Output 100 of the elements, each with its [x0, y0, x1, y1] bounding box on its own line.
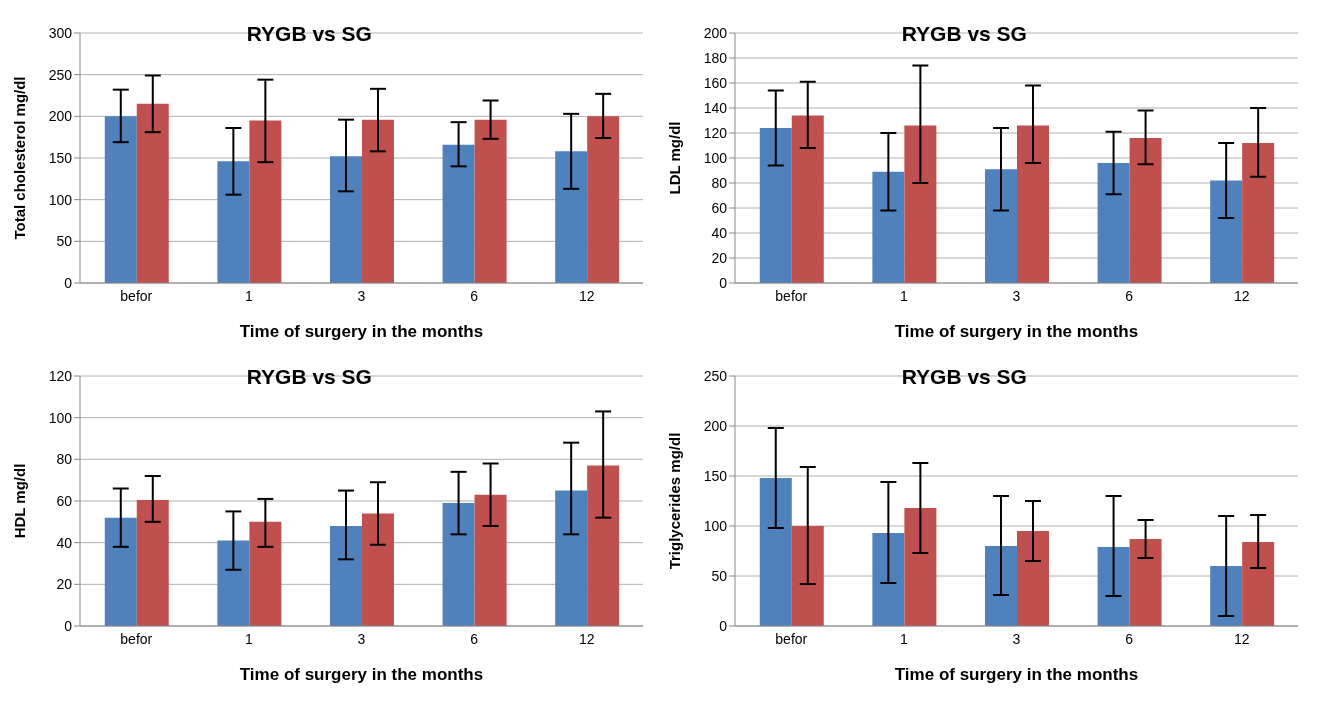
y-tick-label: 140: [703, 99, 728, 116]
bar: [984, 169, 1017, 283]
bar: [759, 478, 792, 626]
y-tick-label: 60: [711, 199, 728, 216]
y-tick-label: 100: [48, 191, 73, 208]
x-axis-title: Time of surgery in the months: [894, 665, 1139, 684]
bar: [1210, 180, 1243, 283]
bar: [1210, 566, 1243, 626]
bar: [555, 490, 588, 626]
y-tick-label: 120: [703, 124, 728, 141]
y-axis-title: Total cholesterol mg/dl: [11, 76, 29, 240]
x-tick-label: 3: [357, 287, 366, 304]
bar: [1016, 531, 1049, 626]
bar: [442, 503, 475, 626]
y-tick-label: 20: [56, 576, 73, 593]
bar: [555, 151, 588, 283]
y-tick-label: 40: [711, 224, 728, 241]
bar: [474, 494, 507, 626]
y-tick-label: 100: [703, 149, 728, 166]
bar: [1242, 542, 1275, 626]
bar: [249, 521, 282, 626]
y-tick-label: 160: [703, 74, 728, 91]
y-tick-label: 200: [703, 417, 728, 434]
bar: [361, 513, 394, 626]
x-tick-label: 12: [578, 630, 595, 647]
y-axis-title: LDL mg/dl: [666, 121, 684, 195]
bar: [587, 116, 620, 283]
x-axis-title: Time of surgery in the months: [239, 322, 484, 341]
x-tick-label: 6: [1125, 287, 1134, 304]
bar: [474, 119, 507, 283]
x-tick-label: 6: [470, 630, 479, 647]
y-tick-label: 80: [56, 451, 73, 468]
y-tick-label: 300: [48, 24, 73, 41]
y-tick-label: 100: [48, 409, 73, 426]
y-axis-title: Triglycerides mg/dl: [666, 432, 684, 570]
x-tick-label: befor: [120, 287, 153, 304]
y-tick-label: 60: [56, 492, 73, 509]
x-tick-label: 6: [1125, 630, 1134, 647]
bar: [1242, 143, 1275, 283]
chart-title: RYGB vs SG: [901, 365, 1027, 388]
x-tick-label: 3: [1012, 630, 1021, 647]
y-tick-label: 40: [56, 534, 73, 551]
bar: [1129, 138, 1162, 283]
bar: [1016, 125, 1049, 283]
x-tick-label: 12: [578, 287, 595, 304]
x-axis-title: Time of surgery in the months: [894, 322, 1139, 341]
x-tick-label: befor: [120, 630, 153, 647]
bar: [136, 103, 169, 283]
bar: [791, 526, 824, 626]
x-tick-label: befor: [775, 287, 808, 304]
bar: [587, 465, 620, 626]
y-tick-label: 80: [711, 174, 728, 191]
chart-title: RYGB vs SG: [246, 22, 372, 45]
bar: [1129, 539, 1162, 626]
x-tick-label: 12: [1233, 630, 1250, 647]
bar: [361, 119, 394, 283]
bar: [984, 546, 1017, 626]
bar: [904, 125, 937, 283]
y-tick-label: 100: [703, 517, 728, 534]
x-tick-label: 12: [1233, 287, 1250, 304]
x-axis-title: Time of surgery in the months: [239, 665, 484, 684]
bar: [329, 156, 362, 283]
x-tick-label: 3: [1012, 287, 1021, 304]
y-tick-label: 250: [703, 367, 728, 384]
bar: [442, 144, 475, 283]
bar: [249, 120, 282, 283]
y-tick-label: 200: [48, 108, 73, 125]
bar: [1097, 547, 1130, 626]
y-tick-label: 50: [56, 233, 73, 250]
bar: [104, 116, 137, 283]
y-tick-label: 0: [719, 617, 728, 634]
bar: [872, 171, 905, 283]
bar: [329, 526, 362, 626]
x-tick-label: 1: [245, 287, 253, 304]
x-tick-label: 1: [245, 630, 253, 647]
y-tick-label: 50: [711, 567, 728, 584]
y-tick-label: 0: [64, 274, 73, 291]
y-tick-label: 150: [703, 467, 728, 484]
y-tick-label: 0: [64, 617, 73, 634]
x-tick-label: 1: [900, 287, 908, 304]
bar: [759, 128, 792, 283]
x-tick-label: 1: [900, 630, 908, 647]
chart-title: RYGB vs SG: [901, 22, 1027, 45]
bar: [872, 533, 905, 626]
y-tick-label: 180: [703, 49, 728, 66]
bar: [791, 115, 824, 283]
y-tick-label: 150: [48, 149, 73, 166]
y-tick-label: 200: [703, 24, 728, 41]
y-tick-label: 0: [719, 274, 728, 291]
bar: [904, 508, 937, 626]
x-tick-label: 3: [357, 630, 366, 647]
y-tick-label: 250: [48, 66, 73, 83]
chart-title: RYGB vs SG: [246, 365, 372, 388]
y-tick-label: 120: [48, 367, 73, 384]
x-tick-label: 6: [470, 287, 479, 304]
bar: [217, 540, 250, 626]
x-tick-label: befor: [775, 630, 808, 647]
y-tick-label: 20: [711, 249, 728, 266]
bar: [104, 517, 137, 626]
bar: [1097, 163, 1130, 283]
